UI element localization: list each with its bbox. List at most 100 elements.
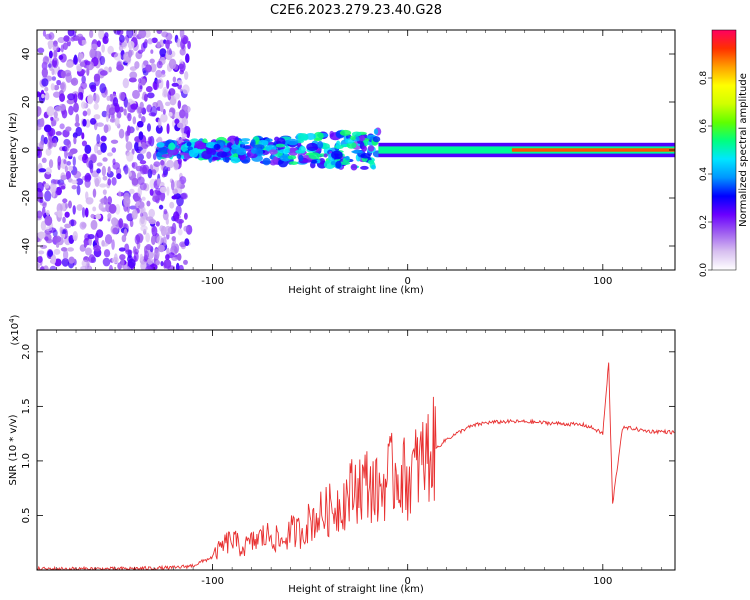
spectrogram-ytick-label: 0 bbox=[21, 147, 32, 153]
spectrogram-cell bbox=[173, 160, 179, 171]
spectrogram-cell bbox=[127, 40, 135, 49]
spectrogram-cell bbox=[111, 147, 117, 153]
spectrogram-cell bbox=[47, 250, 53, 258]
spectrogram-cell bbox=[298, 154, 304, 162]
spectrogram-cell bbox=[41, 157, 47, 164]
spectrogram-ytick-label: -20 bbox=[21, 190, 32, 206]
spectrogram-cell bbox=[72, 156, 76, 167]
spectrogram-cell bbox=[37, 142, 40, 148]
spectrogram-cell bbox=[113, 30, 122, 35]
spectrogram-cell bbox=[162, 86, 168, 95]
spectrogram-cell bbox=[129, 71, 138, 80]
spectrogram-cell bbox=[65, 61, 74, 68]
spectrogram-cell bbox=[44, 86, 49, 92]
spectrogram-cell bbox=[98, 202, 104, 211]
spectrogram-cell bbox=[278, 149, 291, 154]
spectrogram-cell bbox=[107, 196, 113, 205]
colorbar-tick-label: 0.8 bbox=[699, 71, 709, 86]
spectrogram-cell bbox=[75, 113, 80, 125]
spectrogram-cell bbox=[89, 48, 96, 59]
spectrogram-cell bbox=[118, 247, 126, 252]
spectrogram-cell bbox=[138, 131, 144, 141]
spectrogram-cell bbox=[234, 136, 240, 145]
colorbar-tick-label: 0.6 bbox=[699, 119, 709, 134]
spectrogram-cell bbox=[183, 152, 191, 160]
spectrogram-cell bbox=[104, 234, 113, 245]
spectrogram-cell bbox=[156, 235, 164, 245]
spectrogram-cell bbox=[262, 157, 271, 166]
spectrogram-cell bbox=[148, 208, 156, 218]
snr-xtick-label: 100 bbox=[593, 576, 612, 587]
spectrogram-cell bbox=[316, 159, 321, 164]
spectrogram-ylabel: Frequency (Hz) bbox=[8, 112, 19, 188]
spectrogram-cell bbox=[65, 144, 70, 152]
spectrogram-cell bbox=[146, 123, 151, 132]
spectrogram-cell bbox=[96, 133, 101, 145]
snr-ylabel: SNR (10 * v/v) bbox=[8, 414, 19, 485]
colorbar-ticks: 0.0 0.2 0.4 0.6 0.8 bbox=[699, 71, 712, 277]
spectrogram-cell bbox=[100, 142, 107, 153]
spectrogram-cell bbox=[166, 160, 175, 169]
spectrogram-cell bbox=[323, 153, 328, 158]
spectrogram-cell bbox=[45, 147, 52, 156]
spectrogram-xtick-label: 0 bbox=[405, 276, 411, 287]
spectrogram-cell bbox=[141, 141, 146, 149]
spectrogram-cell bbox=[165, 217, 169, 225]
spectrogram-cell bbox=[59, 226, 63, 234]
spectrogram-cell bbox=[86, 108, 91, 116]
spectrogram-cell bbox=[134, 197, 142, 203]
spectrogram-cell bbox=[118, 218, 124, 229]
spectrogram-cell bbox=[53, 117, 60, 122]
spectrogram-cell bbox=[118, 91, 126, 101]
spectrogram-cell bbox=[81, 75, 86, 84]
spectrogram-cell bbox=[149, 188, 154, 196]
spectrogram-cell bbox=[89, 117, 97, 125]
spectrogram-cell bbox=[47, 40, 55, 48]
spectrogram-cell bbox=[139, 253, 143, 262]
spectrogram-cell bbox=[181, 133, 187, 138]
spectrogram-cell bbox=[216, 151, 228, 158]
snr-line-0 bbox=[37, 362, 675, 570]
spectrogram-cell bbox=[103, 124, 109, 134]
spectrogram-cell bbox=[59, 123, 65, 130]
spectrogram-cell bbox=[308, 152, 321, 160]
spectrogram-cell bbox=[138, 112, 142, 119]
spectrogram-cell bbox=[118, 44, 124, 52]
spectrogram-cell bbox=[72, 56, 79, 65]
spectrogram-cell bbox=[48, 140, 53, 149]
spectrogram-cell bbox=[72, 231, 78, 242]
spectrogram-cell bbox=[123, 164, 129, 175]
snr-ytick-label: 1.5 bbox=[21, 398, 32, 414]
spectrogram-cell bbox=[106, 152, 113, 157]
spectrogram-cell bbox=[45, 167, 52, 175]
spectrogram-cell bbox=[349, 135, 356, 141]
spectrogram-xtick-label: 100 bbox=[593, 276, 612, 287]
spectrogram-cell bbox=[109, 117, 116, 123]
snr-multiplier: (x104) bbox=[8, 314, 21, 345]
spectrogram-cell bbox=[145, 244, 152, 251]
spectrogram-cell bbox=[178, 63, 184, 70]
spectrogram-cell bbox=[51, 57, 59, 69]
spectrogram-cell bbox=[128, 188, 135, 194]
snr-ytick-label: 2.0 bbox=[21, 344, 32, 360]
spectrogram-cell bbox=[108, 107, 116, 116]
spectrogram-cell bbox=[231, 144, 241, 150]
spectrogram-cell bbox=[56, 203, 63, 214]
figure-title: C2E6.2023.279.23.40.G28 bbox=[270, 3, 442, 18]
spectrogram-cell bbox=[140, 215, 145, 225]
spectrogram-cell bbox=[339, 129, 352, 136]
spectrogram-cell bbox=[373, 128, 379, 135]
spectrogram-cell bbox=[37, 146, 41, 157]
spectrogram-cell bbox=[80, 101, 87, 109]
spectrogram-cell bbox=[61, 247, 67, 252]
spectrogram-cell bbox=[63, 159, 67, 165]
spectrogram-cell bbox=[73, 102, 79, 113]
spectrogram-cell bbox=[178, 264, 184, 270]
spectrogram-cell bbox=[93, 175, 102, 185]
spectrogram-cell bbox=[177, 100, 182, 109]
spectrogram-cell bbox=[195, 142, 207, 150]
spectrogram-cell bbox=[37, 262, 40, 269]
spectrogram-cell bbox=[301, 134, 309, 141]
snr-xtick-label: -100 bbox=[201, 576, 224, 587]
